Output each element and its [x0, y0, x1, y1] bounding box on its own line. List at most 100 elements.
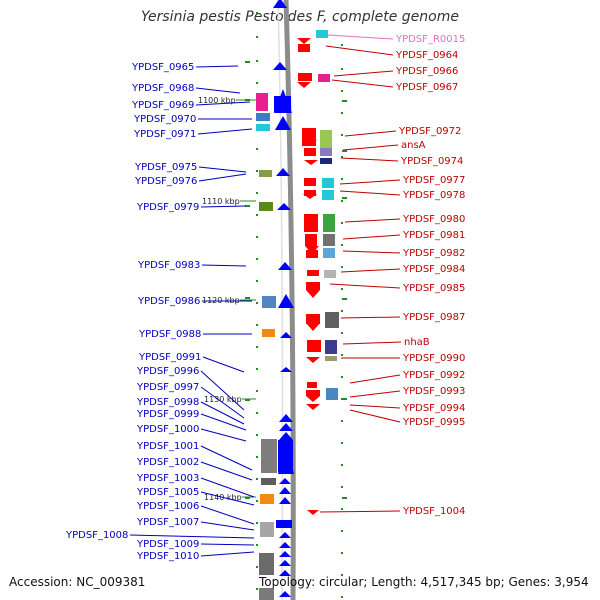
reverse-gene-block [306, 250, 318, 258]
forward-gene-arrow [279, 478, 291, 484]
reverse-gene-arrow [304, 160, 318, 165]
feature-box-left [261, 478, 276, 485]
feature-box-right [320, 148, 332, 156]
scale-tick-left [256, 36, 258, 38]
left-label-leader [201, 264, 247, 267]
feature-box-left [259, 202, 273, 211]
right-label-leader [342, 250, 401, 254]
left-label-leader [195, 101, 251, 106]
right-label-leader [340, 157, 399, 162]
scale-tick-left [256, 566, 258, 568]
right-label-leader [342, 234, 401, 240]
left-gene-label: YPDSF_1005 [136, 487, 199, 498]
right-gene-label: YPDSF_0981 [402, 230, 465, 241]
scale-tick-right [341, 332, 343, 334]
scale-tick-major [342, 100, 347, 102]
right-gene-label: YPDSF_0980 [402, 214, 465, 225]
topology-text: Topology: circular; Length: 4,517,345 bp… [259, 575, 589, 589]
right-label-leader [349, 374, 401, 384]
left-label-leader [200, 401, 245, 425]
scale-tick-left [256, 170, 258, 172]
scale-tick-major [342, 150, 347, 152]
left-gene-label: YPDSF_0975 [134, 162, 197, 173]
scale-tick-left [256, 346, 258, 348]
scale-tick-left [256, 82, 258, 84]
left-label-leader [200, 543, 255, 546]
right-label-leader [349, 409, 401, 423]
reverse-gene-block [304, 148, 316, 156]
feature-box-right [323, 248, 335, 258]
feature-box-right [326, 388, 338, 400]
forward-gene-arrow [279, 551, 291, 557]
reverse-gene-block [306, 314, 320, 324]
scale-tick-right [341, 90, 343, 92]
reverse-gene-arrow [297, 38, 311, 44]
feature-box-right [322, 190, 334, 200]
kbp-label: 1100 kbp [198, 96, 236, 105]
right-label-leader [325, 45, 394, 56]
scale-tick-left [256, 60, 258, 62]
right-gene-label: YPDSF_0967 [395, 82, 458, 93]
forward-gene-arrow [279, 532, 291, 538]
right-label-leader [339, 179, 401, 185]
feature-box-left [259, 553, 274, 575]
scale-tick-right [341, 222, 343, 224]
right-label-leader [340, 316, 401, 319]
left-gene-label: YPDSF_0965 [131, 62, 194, 73]
right-gene-label: YPDSF_0974 [400, 156, 463, 167]
scale-tick-major [245, 399, 250, 401]
scale-tick-left [256, 544, 258, 546]
map-title: Yersinia pestis Pestoides F, complete ge… [141, 9, 459, 25]
scale-tick-left [256, 148, 258, 150]
right-gene-label: YPDSF_0995 [402, 417, 465, 428]
right-gene-label: YPDSF_R0015 [395, 34, 465, 45]
left-label-leader [202, 356, 245, 373]
scale-tick-left [256, 412, 258, 414]
feature-box-right [324, 270, 336, 278]
feature-box-right [325, 312, 339, 328]
right-label-leader [342, 144, 399, 151]
forward-gene-arrow [275, 116, 291, 130]
scale-tick-right [341, 464, 343, 466]
kbp-label: 1110 kbp [202, 197, 240, 206]
scale-tick-left [256, 368, 258, 370]
forward-gene-arrow [279, 423, 293, 431]
right-label-leader [329, 283, 401, 289]
scale-tick-left [256, 500, 258, 502]
scale-tick-major [245, 61, 250, 63]
feature-box-right [316, 30, 328, 38]
left-gene-label: YPDSF_0968 [131, 83, 194, 94]
right-label-leader [327, 34, 394, 40]
reverse-gene-block [304, 178, 316, 186]
scale-tick-right [341, 178, 343, 180]
scale-tick-right [341, 310, 343, 312]
scale-tick-left [256, 192, 258, 194]
scale-tick-major [342, 398, 347, 400]
scale-tick-right [341, 508, 343, 510]
feature-box-left [256, 124, 270, 131]
reverse-gene-block [302, 128, 316, 146]
left-label-leader [200, 413, 247, 431]
feature-box-right [325, 356, 337, 361]
right-label-leader [349, 404, 401, 409]
feature-box-right [320, 130, 332, 148]
left-label-leader [195, 87, 241, 94]
forward-gene-arrow [279, 542, 291, 548]
left-gene-label: YPDSF_0970 [133, 114, 196, 125]
forward-gene-block [278, 440, 293, 472]
feature-box-left [262, 296, 276, 308]
feature-box-left [260, 522, 274, 537]
forward-gene-arrow [279, 432, 293, 440]
left-label-leader [200, 445, 253, 471]
left-gene-label: YPDSF_0997 [136, 382, 199, 393]
right-gene-label: YPDSF_0993 [402, 386, 465, 397]
left-gene-label: YPDSF_1000 [136, 424, 199, 435]
left-label-leader [200, 370, 245, 411]
forward-gene-block [274, 96, 291, 112]
scale-tick-left [256, 302, 258, 304]
scale-tick-left [256, 236, 258, 238]
accession-text: Accession: NC_009381 [9, 575, 146, 589]
forward-gene-arrow [278, 294, 294, 308]
scale-tick-right [341, 20, 343, 22]
scale-tick-right [341, 200, 343, 202]
